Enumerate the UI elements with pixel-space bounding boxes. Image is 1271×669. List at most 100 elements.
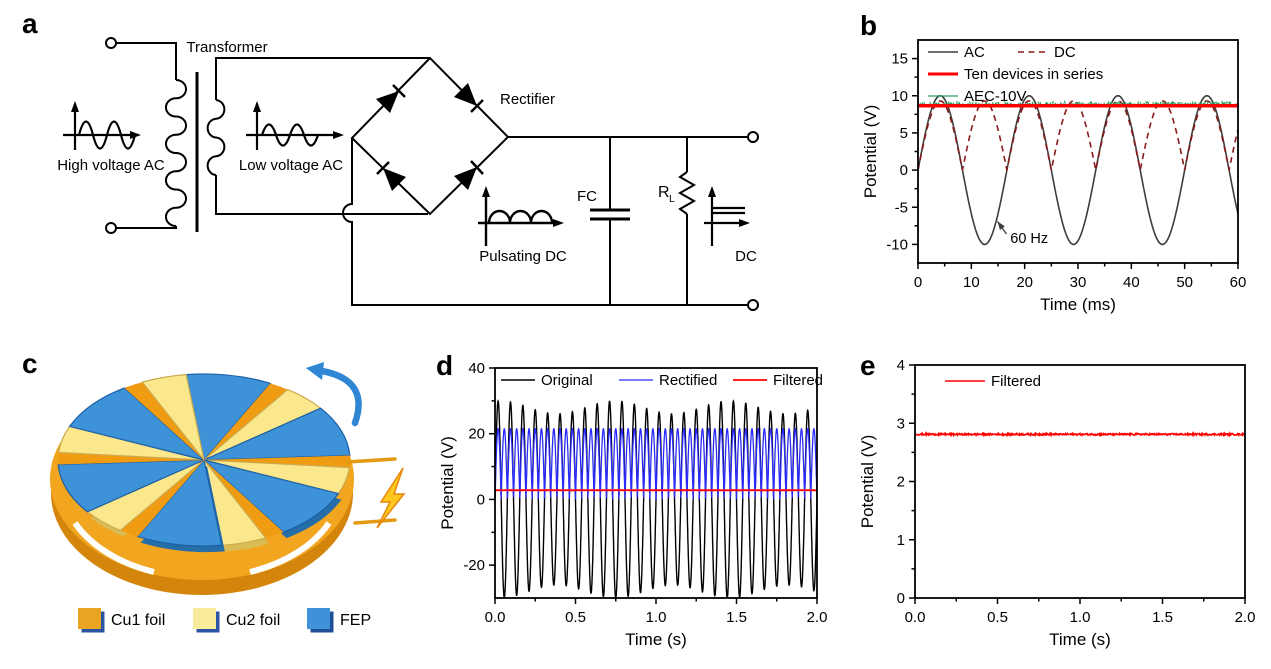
cu2-foil-swatch bbox=[193, 608, 216, 629]
panel-label-e: e bbox=[860, 350, 876, 381]
y-tick-label: 0 bbox=[900, 162, 908, 179]
dc-label: DC bbox=[735, 248, 757, 265]
high-voltage-ac-label: High voltage AC bbox=[57, 157, 165, 174]
disc-sector bbox=[204, 455, 350, 468]
series-line-ac bbox=[918, 95, 1238, 246]
x-axis-label: Time (s) bbox=[625, 630, 687, 649]
fep-swatch bbox=[307, 608, 330, 629]
y-tick-label: 0 bbox=[477, 491, 485, 508]
y-tick-label: -20 bbox=[463, 557, 485, 574]
x-tick-label: 0 bbox=[914, 274, 922, 291]
series-line-rectified bbox=[495, 427, 817, 500]
tick-labels: 0.0 0.5 1.0 1.5 2.0 -20 0 20 40 bbox=[463, 360, 827, 626]
input-terminal-bottom bbox=[105, 222, 117, 234]
rl-subscript: L bbox=[669, 193, 675, 205]
tick-labels: 0.0 0.5 1.0 1.5 2.0 0 1 2 3 4 bbox=[897, 357, 1256, 626]
panel-label-d: d bbox=[436, 350, 454, 381]
axis-ticks bbox=[912, 57, 1239, 269]
bridge-diode-bars bbox=[376, 84, 484, 175]
disc-sector bbox=[68, 387, 205, 461]
disc-sectors bbox=[57, 373, 351, 553]
panel-label-a: a bbox=[22, 8, 38, 39]
rectifier-bridge bbox=[342, 56, 748, 306]
legend-label-filtered: Filtered bbox=[991, 373, 1041, 390]
fep-label: FEP bbox=[340, 612, 371, 629]
y-tick-label: 40 bbox=[468, 360, 485, 377]
y-tick-label: 0 bbox=[897, 590, 905, 607]
legend-label-rectified: Rectified bbox=[659, 372, 717, 389]
legend-label-filtered: Filtered bbox=[773, 372, 823, 389]
chart-d-original-rectified-filtered: 0.0 0.5 1.0 1.5 2.0 -20 0 20 40 Time (s) Potential… bbox=[438, 360, 827, 649]
low-voltage-ac-label: Low voltage AC bbox=[239, 157, 343, 174]
cu1-foil-label: Cu1 foil bbox=[111, 612, 165, 629]
legend-label-aec-10v: AEC-10V bbox=[964, 88, 1027, 105]
rl-label: R bbox=[658, 184, 670, 201]
disc-sector bbox=[204, 383, 288, 460]
axis-ticks bbox=[489, 367, 818, 604]
y-axis-label: Potential (V) bbox=[438, 436, 457, 530]
disc-sector bbox=[185, 373, 272, 462]
x-tick-label: 1.5 bbox=[726, 609, 747, 626]
legend-label-dc: DC bbox=[1054, 44, 1076, 61]
stator-slots bbox=[72, 521, 332, 575]
x-tick-label: 40 bbox=[1123, 274, 1140, 291]
chart-legend: Filtered bbox=[945, 373, 1041, 390]
x-tick-label: 20 bbox=[1016, 274, 1033, 291]
chart-legend: AC DC Ten devices in series AEC-10V bbox=[928, 44, 1103, 105]
y-tick-label: 20 bbox=[468, 426, 485, 443]
annotation-text: 60 Hz bbox=[1010, 231, 1048, 247]
x-tick-label: 50 bbox=[1176, 274, 1193, 291]
input-terminal-top bbox=[105, 37, 117, 49]
tick-labels: 0 10 20 30 40 50 60 -10 -5 0 5 10 15 bbox=[886, 51, 1246, 291]
x-tick-label: 60 bbox=[1230, 274, 1247, 291]
cu2-foil-label: Cu2 foil bbox=[226, 612, 280, 629]
annotation-60hz: 60 Hz bbox=[996, 220, 1048, 247]
x-tick-label: 0.5 bbox=[987, 609, 1008, 626]
primary-coil bbox=[164, 79, 188, 227]
lightning-bolt-icon bbox=[376, 467, 406, 529]
pulsating-dc-waveform-icon bbox=[478, 186, 564, 246]
x-tick-label: 0.0 bbox=[905, 609, 926, 626]
y-tick-label: 1 bbox=[897, 532, 905, 549]
disc-sector bbox=[204, 460, 284, 538]
disc-sector bbox=[141, 373, 205, 461]
filter-capacitor-fc bbox=[590, 137, 630, 305]
teng-device-illustration: Cu1 foil Cu2 foil FEP bbox=[50, 362, 406, 633]
series-line-original bbox=[495, 399, 817, 598]
circuit-terminals bbox=[105, 37, 759, 311]
y-tick-label: 5 bbox=[900, 125, 908, 142]
panel-label-b: b bbox=[860, 10, 878, 41]
axis-ticks bbox=[909, 364, 1246, 604]
x-tick-label: 1.5 bbox=[1152, 609, 1173, 626]
chart-b-rectification-60hz: 0 10 20 30 40 50 60 -10 -5 0 5 10 15 Time (ms) Potenti… bbox=[861, 39, 1246, 314]
x-tick-label: 0.5 bbox=[565, 609, 586, 626]
disc-sector bbox=[136, 458, 223, 547]
rectifier-label: Rectifier bbox=[500, 91, 555, 108]
annotation-arrowhead bbox=[997, 221, 1005, 230]
y-axis-label: Potential (V) bbox=[858, 435, 877, 529]
load-resistor-rl bbox=[677, 137, 697, 305]
panel-label-c: c bbox=[22, 348, 38, 379]
series-line-filtered bbox=[915, 430, 1245, 438]
legend-label-original: Original bbox=[541, 372, 593, 389]
disc-sector bbox=[203, 459, 340, 533]
x-tick-label: 30 bbox=[1070, 274, 1087, 291]
legend-label-ac: AC bbox=[964, 44, 985, 61]
high-voltage-ac-waveform-icon bbox=[63, 101, 141, 150]
x-tick-label: 10 bbox=[963, 274, 980, 291]
plot-series bbox=[915, 430, 1245, 438]
transformer-wiring bbox=[116, 42, 430, 232]
material-legend: Cu1 foil Cu2 foil FEP bbox=[78, 608, 371, 633]
output-leads bbox=[345, 457, 397, 525]
plot-series bbox=[918, 95, 1238, 246]
output-terminal-top bbox=[747, 131, 759, 143]
y-tick-label: 15 bbox=[891, 51, 908, 68]
disc-sector bbox=[203, 407, 351, 461]
bridge-diode-triangles bbox=[376, 83, 477, 191]
y-axis-label: Potential (V) bbox=[861, 105, 880, 199]
y-tick-label: 3 bbox=[897, 415, 905, 432]
series-line-dc bbox=[918, 100, 1238, 173]
y-tick-label: -5 bbox=[895, 199, 908, 216]
disc-sector bbox=[57, 459, 205, 513]
